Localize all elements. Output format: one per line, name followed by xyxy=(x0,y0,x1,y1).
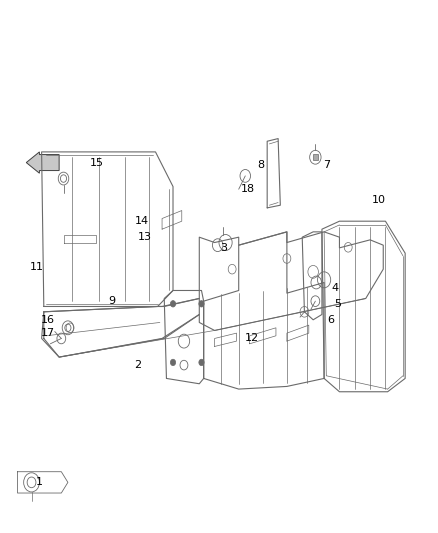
Text: 7: 7 xyxy=(323,160,330,170)
Text: 18: 18 xyxy=(240,184,254,194)
Text: 1: 1 xyxy=(36,478,43,487)
Polygon shape xyxy=(26,152,59,173)
Text: 10: 10 xyxy=(372,195,386,205)
Text: 8: 8 xyxy=(257,160,264,170)
Text: 15: 15 xyxy=(89,158,103,167)
Text: 2: 2 xyxy=(134,360,141,370)
Text: 14: 14 xyxy=(135,216,149,226)
Text: 16: 16 xyxy=(41,315,55,325)
Text: 4: 4 xyxy=(332,283,339,293)
Text: 5: 5 xyxy=(334,299,341,309)
Circle shape xyxy=(170,301,176,307)
Text: 9: 9 xyxy=(108,296,115,306)
Text: 13: 13 xyxy=(138,232,152,242)
Polygon shape xyxy=(313,154,318,160)
Circle shape xyxy=(170,359,176,366)
Text: 3: 3 xyxy=(220,243,227,253)
Text: 11: 11 xyxy=(30,262,44,271)
Circle shape xyxy=(199,301,204,307)
Text: 12: 12 xyxy=(245,334,259,343)
Text: 6: 6 xyxy=(327,315,334,325)
Text: 17: 17 xyxy=(41,328,55,338)
Circle shape xyxy=(199,359,204,366)
